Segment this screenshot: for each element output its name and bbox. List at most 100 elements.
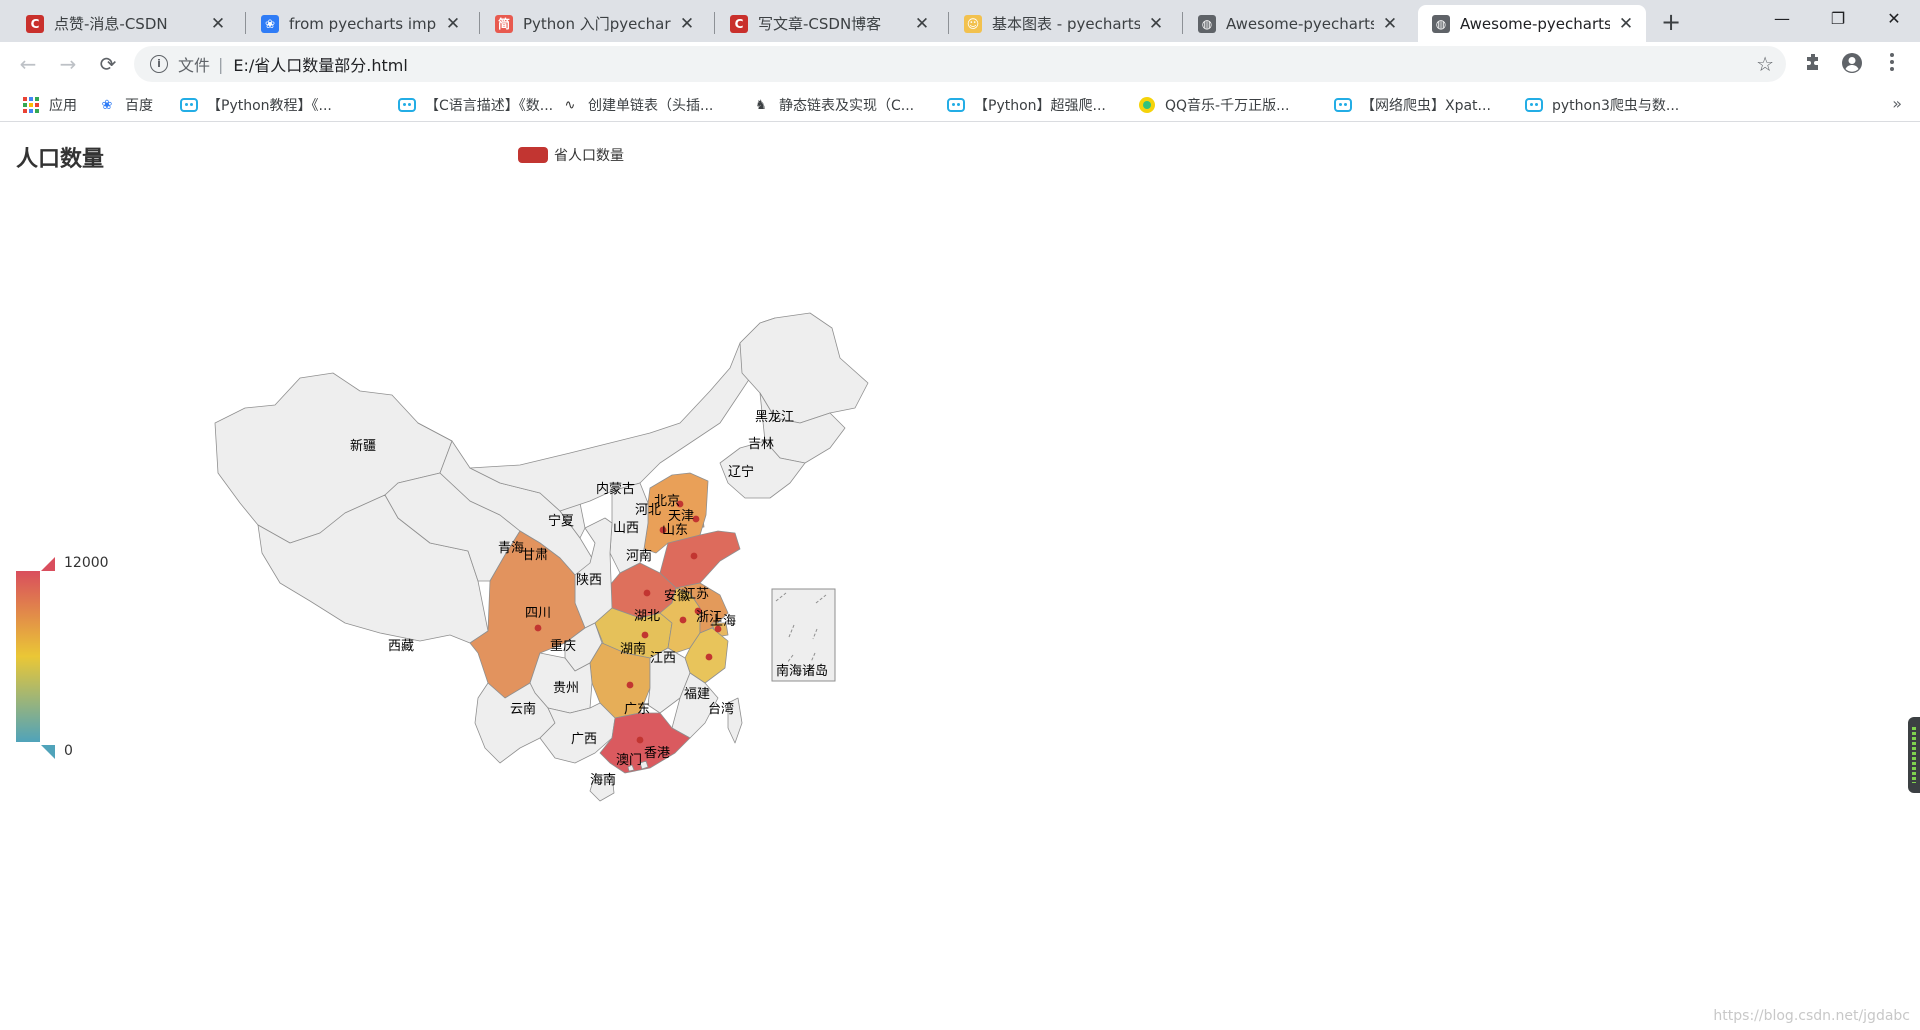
region-label-山东: 山东	[662, 523, 688, 538]
chart-legend[interactable]: 省人口数量	[518, 145, 624, 165]
bookmark-star-icon[interactable]: ☆	[1756, 52, 1774, 76]
address-bar[interactable]: i 文件 | E:/省人口数量部分.html ☆	[134, 46, 1786, 82]
bookmark-label: QQ音乐-千万正版...	[1165, 98, 1290, 114]
csdn-icon: C	[26, 14, 44, 33]
data-point-上海[interactable]	[714, 625, 722, 633]
bookmarks-overflow-button[interactable]: »	[1892, 94, 1902, 113]
region-label-澳门: 澳门	[616, 752, 642, 768]
forward-button[interactable]: →	[59, 52, 77, 76]
tab-strip: C 点赞-消息-CSDN ✕ ❀ from pyecharts impor ✕ 简 Pytho…	[0, 0, 1920, 42]
extensions-puzzle-icon[interactable]	[1802, 52, 1826, 76]
data-point-河北[interactable]	[659, 526, 667, 534]
data-point-浙江[interactable]	[705, 653, 713, 661]
tab-close-icon[interactable]: ✕	[679, 13, 695, 34]
side-floating-tab[interactable]	[1908, 717, 1920, 793]
data-point-湖南[interactable]	[626, 681, 634, 689]
browser-tab-6[interactable]: ◍ Awesome-pyecharts ✕	[1184, 5, 1410, 42]
bookmark-item-3[interactable]: 【Python教程】《...	[180, 94, 332, 116]
region-label-贵州: 贵州	[553, 681, 579, 696]
bookmark-item-6[interactable]: ♞ 静态链表及实现（C...	[752, 94, 914, 116]
visual-map-slider[interactable]: 12000 0	[16, 555, 126, 765]
visual-map-min-handle[interactable]	[41, 745, 55, 759]
region-label-云南: 云南	[510, 701, 536, 717]
bookmark-item-1[interactable]: 应用	[22, 94, 77, 116]
browser-tab-1[interactable]: C 点赞-消息-CSDN ✕	[12, 5, 238, 42]
tab-title: Awesome-pyecharts	[1460, 14, 1610, 33]
south-china-sea-inset: 南海诸岛	[771, 588, 836, 682]
region-label-广东: 广东	[624, 702, 650, 717]
bookmark-label: 【Python教程】《...	[207, 98, 332, 114]
province-湖南[interactable]	[589, 642, 651, 719]
data-point-江苏[interactable]	[694, 607, 702, 615]
region-label-陕西: 陕西	[576, 573, 602, 588]
reload-button[interactable]: ⟳	[99, 52, 117, 76]
profile-avatar-icon[interactable]	[1840, 52, 1864, 76]
browser-tab-7[interactable]: ◍ Awesome-pyecharts ✕	[1418, 5, 1646, 42]
bookmark-label: 【网络爬虫】Xpat...	[1361, 98, 1491, 114]
region-label-江西: 江西	[650, 651, 676, 666]
data-point-天津[interactable]	[692, 515, 700, 523]
menu-kebab-icon[interactable]	[1880, 52, 1904, 76]
restore-button[interactable]: ❐	[1830, 9, 1846, 28]
province-香港[interactable]	[639, 760, 649, 770]
bookmark-item-4[interactable]: 【C语言描述】《数...	[398, 94, 553, 116]
browser-tab-2[interactable]: ❀ from pyecharts impor ✕	[247, 5, 473, 42]
data-point-北京[interactable]	[676, 500, 684, 508]
province-辽宁[interactable]	[719, 440, 806, 499]
tab-close-icon[interactable]: ✕	[914, 13, 930, 34]
bookmark-label: 创建单链表（头插...	[588, 98, 714, 114]
bookmark-item-9[interactable]: 【网络爬虫】Xpat...	[1334, 94, 1491, 116]
new-tab-button[interactable]: +	[1660, 8, 1682, 36]
url-text[interactable]: E:/省人口数量部分.html	[233, 56, 408, 75]
region-label-江苏: 江苏	[683, 586, 709, 602]
chart-title: 人口数量	[16, 147, 105, 172]
person-icon: ♞	[755, 97, 767, 113]
data-point-广东[interactable]	[636, 736, 644, 744]
browser-tab-3[interactable]: 简 Python 入门pyecharts ✕	[481, 5, 707, 42]
bookmark-item-10[interactable]: python3爬虫与数...	[1525, 94, 1679, 116]
tab-close-icon[interactable]: ✕	[1382, 13, 1398, 34]
province-广西[interactable]	[539, 702, 616, 764]
minimize-button[interactable]: —	[1774, 9, 1790, 28]
browser-tab-5[interactable]: ☺ 基本图表 - pyecharts ✕	[950, 5, 1176, 42]
close-window-button[interactable]: ✕	[1887, 9, 1901, 28]
browser-tab-4[interactable]: C 写文章-CSDN博客 ✕	[716, 5, 942, 42]
visual-map-max-handle[interactable]	[41, 557, 55, 571]
tab-close-icon[interactable]: ✕	[210, 13, 226, 34]
province-广东[interactable]	[599, 712, 691, 774]
bookmark-label: 应用	[49, 98, 77, 114]
baidu-paw-icon: ❀	[101, 97, 113, 113]
bilibili-icon	[1334, 98, 1352, 112]
region-label-黑龙江: 黑龙江	[755, 410, 794, 425]
jianshu-icon: 简	[495, 14, 513, 33]
tab-title: 点赞-消息-CSDN	[54, 15, 168, 33]
province-黑龙江[interactable]	[739, 312, 869, 424]
bookmark-item-2[interactable]: ❀ 百度	[98, 94, 153, 116]
data-point-四川[interactable]	[534, 624, 542, 632]
data-point-河南[interactable]	[643, 589, 651, 597]
back-button[interactable]: ←	[19, 52, 37, 76]
tab-close-icon[interactable]: ✕	[1618, 13, 1634, 34]
data-point-山东[interactable]	[690, 552, 698, 560]
province-台湾[interactable]	[727, 697, 743, 744]
region-label-甘肃: 甘肃	[522, 548, 548, 563]
bookmark-item-7[interactable]: 【Python】超强爬...	[947, 94, 1106, 116]
bookmark-label: 百度	[125, 98, 153, 114]
data-point-安徽[interactable]	[679, 616, 687, 624]
scheme-label: 文件	[178, 56, 211, 75]
visual-map-gradient-bar[interactable]	[16, 571, 40, 742]
tab-close-icon[interactable]: ✕	[445, 13, 461, 34]
province-福建[interactable]	[671, 672, 719, 739]
tab-title: from pyecharts impor	[289, 14, 437, 33]
link-icon: ∿	[564, 97, 576, 113]
bookmark-item-8[interactable]: QQ音乐-千万正版...	[1138, 94, 1289, 116]
bookmark-item-5[interactable]: ∿ 创建单链表（头插...	[561, 94, 714, 116]
info-icon[interactable]: i	[150, 55, 168, 73]
legend-label: 省人口数量	[554, 148, 624, 164]
tab-close-icon[interactable]: ✕	[1148, 13, 1164, 34]
region-label-山西: 山西	[613, 521, 639, 536]
bilibili-icon	[947, 98, 965, 112]
province-澳门[interactable]	[627, 764, 635, 772]
data-point-湖北[interactable]	[641, 631, 649, 639]
province-海南[interactable]	[589, 774, 615, 802]
